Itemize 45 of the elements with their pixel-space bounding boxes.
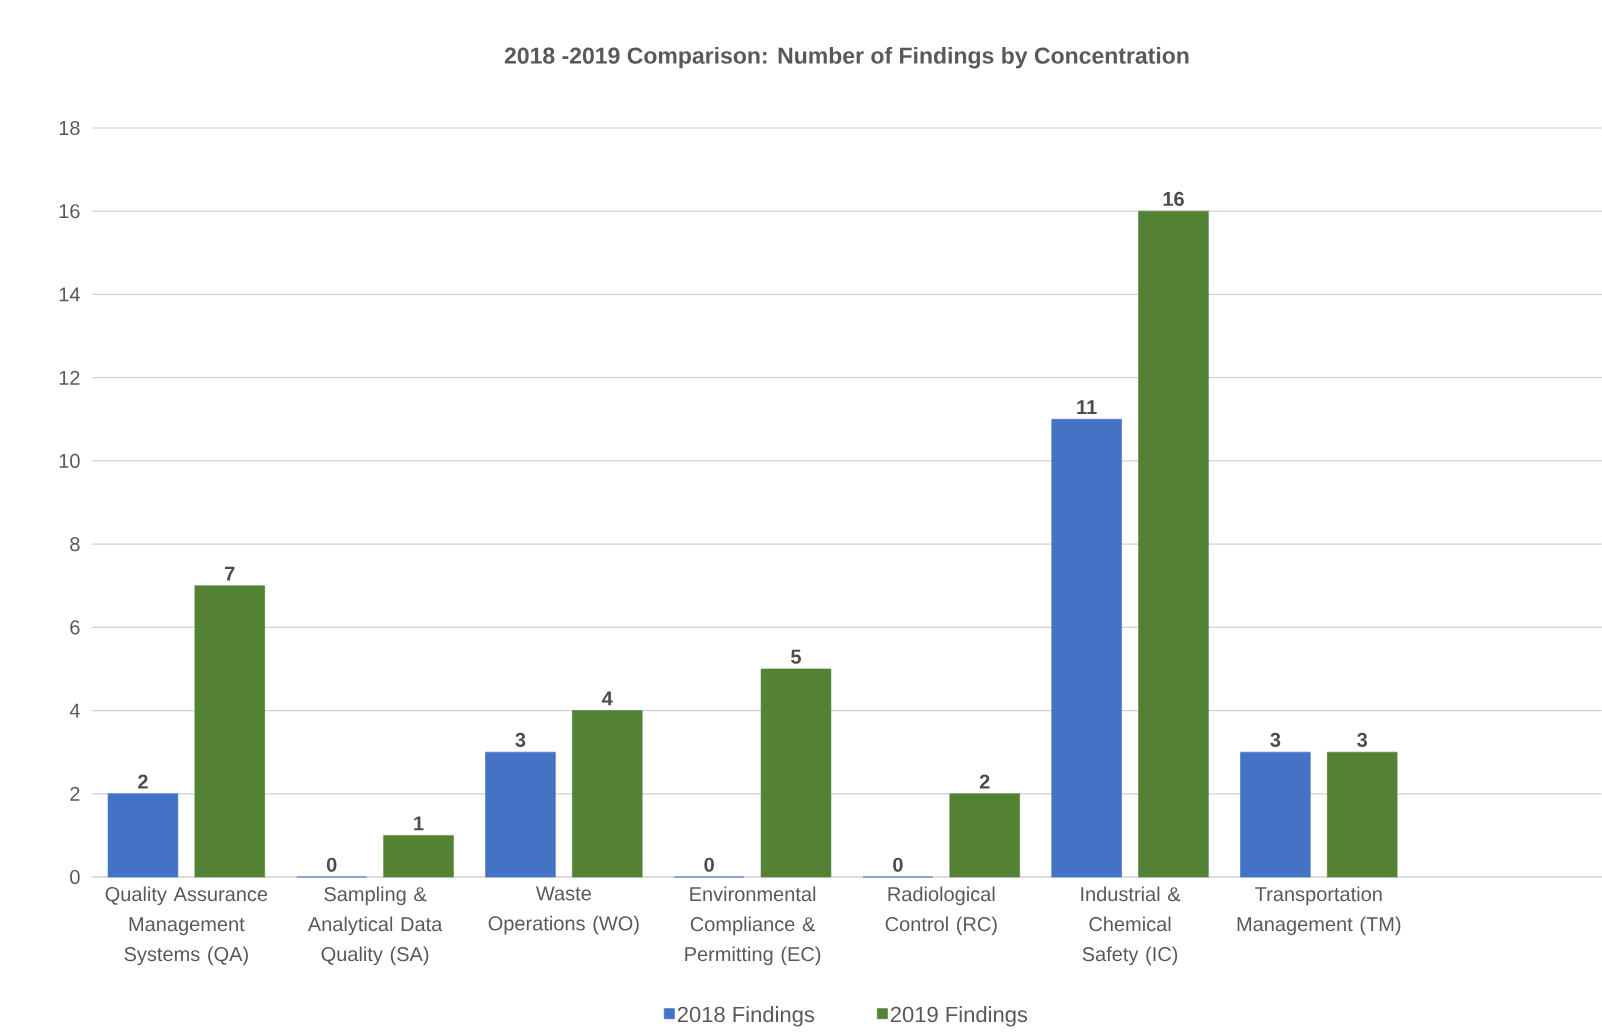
bar <box>383 835 454 878</box>
y-tick-label: 6 <box>70 620 80 635</box>
x-tick-label: Industrial & Chemical Safety (IC) <box>1081 886 1181 966</box>
bar <box>1240 751 1311 878</box>
data-label: 3 <box>1357 732 1368 747</box>
data-label: 1 <box>414 816 424 831</box>
data-label: 5 <box>791 649 802 664</box>
bar <box>1138 210 1209 878</box>
y-tick-label: 0 <box>70 869 80 885</box>
y-tick-label: 12 <box>59 370 80 385</box>
bar <box>1051 418 1122 878</box>
bar <box>194 585 265 878</box>
data-label: 11 <box>1077 400 1097 415</box>
data-label: 2 <box>979 774 990 789</box>
bar <box>949 793 1020 878</box>
bar <box>760 668 832 878</box>
x-tick-label: Environmental Compliance & Permitting (EC) <box>685 886 821 966</box>
y-tick-label: 16 <box>59 204 80 219</box>
legend-label: 2018 Findings <box>677 1006 815 1027</box>
data-label: 2 <box>138 774 148 789</box>
bar <box>1326 751 1398 878</box>
bar <box>572 710 643 878</box>
y-tick-label: 10 <box>59 453 80 468</box>
y-tick-label: 8 <box>70 537 80 552</box>
y-tick-label: 2 <box>70 786 80 801</box>
y-tick-label: 18 <box>59 120 80 136</box>
data-label: 0 <box>893 857 903 872</box>
x-tick-label: Sampling & Analytical Data Quality (SA) <box>307 886 443 966</box>
data-label: 7 <box>225 566 235 581</box>
x-tick-label: Waste Operations (WO) <box>488 886 639 935</box>
data-label: 0 <box>326 857 337 872</box>
data-label: 0 <box>704 857 714 872</box>
data-label: 16 <box>1163 191 1184 207</box>
x-tick-label: Radiological Control (RC) <box>885 886 997 936</box>
y-tick-label: 4 <box>69 703 80 718</box>
data-label: 3 <box>515 732 526 747</box>
legend-label: 2019 Findings <box>890 1006 1028 1027</box>
data-label: 3 <box>1270 732 1281 747</box>
bar <box>485 751 556 878</box>
x-tick-label: Quality Assurance Management Systems (QA) <box>105 886 268 966</box>
y-tick-label: 14 <box>59 287 80 302</box>
x-tick-label: Transportation Management (TM) <box>1237 886 1401 936</box>
bar <box>107 793 179 878</box>
chart-title: 2018 -2019 Comparison: Number of Findings by Concentration <box>504 46 1189 69</box>
data-label: 4 <box>601 691 613 706</box>
